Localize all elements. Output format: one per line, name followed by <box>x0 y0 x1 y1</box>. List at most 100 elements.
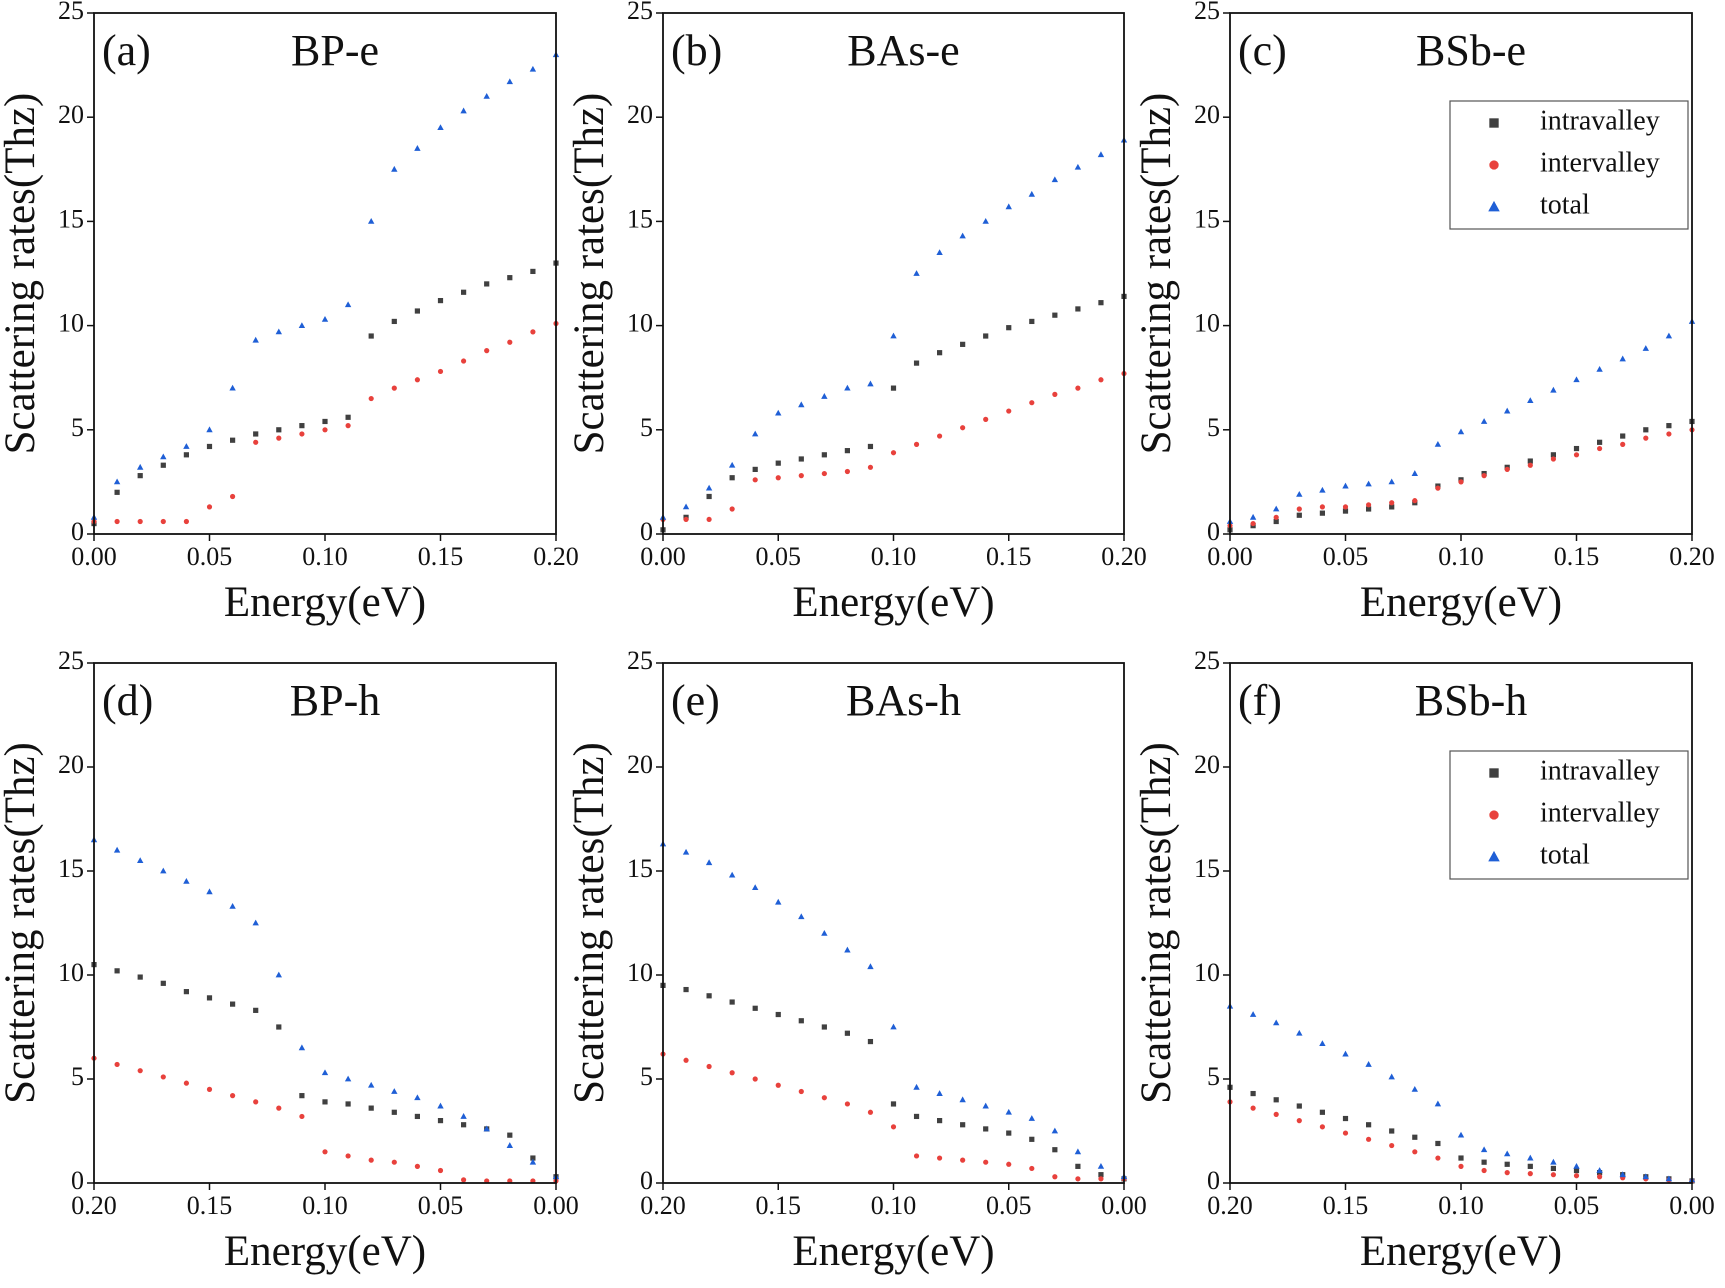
x-tick-label: 0.00 <box>71 542 117 571</box>
data-point <box>1366 506 1372 512</box>
data-point <box>114 968 120 974</box>
data-point <box>752 884 759 891</box>
data-point <box>1029 1136 1035 1142</box>
data-point <box>137 463 144 470</box>
data-point <box>1458 1155 1464 1161</box>
data-point <box>414 1113 420 1120</box>
data-point <box>137 857 144 863</box>
data-point <box>683 1057 689 1063</box>
data-point <box>160 867 167 874</box>
data-point <box>752 466 758 472</box>
data-point <box>821 930 828 936</box>
data-point <box>507 1132 513 1138</box>
data-point <box>253 1099 259 1105</box>
y-tick-label: 25 <box>627 646 653 675</box>
data-point <box>414 1094 421 1101</box>
data-point <box>844 1101 851 1107</box>
data-point <box>1389 1142 1395 1149</box>
data-point <box>706 516 712 523</box>
data-point <box>1435 1140 1441 1147</box>
y-axis-label: Scattering rates(Thz) <box>566 93 613 455</box>
data-point <box>959 232 966 239</box>
data-point <box>913 1083 920 1090</box>
data-point <box>890 450 897 456</box>
data-point <box>345 414 351 420</box>
data-point <box>1249 1011 1257 1017</box>
data-point <box>183 1080 189 1086</box>
y-tick-label: 0 <box>640 517 653 546</box>
data-point <box>253 431 259 437</box>
data-point <box>1411 1086 1418 1092</box>
panel-title: BSb-h <box>1415 676 1527 725</box>
data-point <box>437 1102 444 1109</box>
data-point <box>1074 1148 1082 1155</box>
data-point <box>1643 427 1649 433</box>
data-point <box>275 971 282 978</box>
data-point <box>1250 1105 1256 1111</box>
y-tick-label: 0 <box>71 517 84 546</box>
data-point <box>461 1177 467 1183</box>
x-tick-label: 0.20 <box>1207 1191 1253 1220</box>
data-point <box>1573 452 1580 458</box>
data-point <box>1273 1097 1279 1103</box>
legend-label: intervalley <box>1540 147 1660 178</box>
data-point <box>1550 1165 1556 1172</box>
data-point <box>1365 480 1372 487</box>
data-point <box>983 1126 989 1132</box>
data-point <box>821 1095 827 1101</box>
data-point <box>484 281 490 287</box>
data-point <box>137 974 143 980</box>
data-point <box>1051 176 1059 183</box>
y-tick-label: 10 <box>1194 958 1220 987</box>
panel-title: BAs-e <box>847 26 959 75</box>
data-point <box>1006 1130 1012 1136</box>
data-point <box>1527 1171 1533 1177</box>
data-point <box>1527 458 1533 464</box>
data-point <box>890 332 897 339</box>
data-point <box>484 348 490 354</box>
y-tick-label: 10 <box>58 309 84 338</box>
plot-frame <box>662 662 1125 1184</box>
data-point <box>322 427 328 433</box>
data-point <box>391 1159 397 1165</box>
data-point <box>1342 1050 1349 1057</box>
data-point <box>775 409 782 416</box>
data-point <box>252 919 259 926</box>
data-point <box>1457 428 1465 435</box>
y-tick-label: 20 <box>58 750 84 779</box>
x-tick-label: 0.10 <box>1438 542 1484 571</box>
data-point <box>1550 1158 1557 1165</box>
data-point <box>507 339 513 345</box>
data-point <box>775 1082 781 1088</box>
data-point <box>752 1076 758 1082</box>
data-point <box>1435 1155 1441 1161</box>
data-point <box>1319 486 1326 493</box>
data-point <box>1411 470 1418 476</box>
data-point <box>867 380 874 387</box>
data-point <box>1619 355 1626 362</box>
y-tick-label: 0 <box>71 1166 84 1195</box>
data-point <box>1666 431 1672 437</box>
data-point <box>1029 400 1035 406</box>
x-tick-label: 0.05 <box>1323 542 1369 571</box>
data-point <box>867 1038 874 1045</box>
data-point <box>1504 466 1510 472</box>
x-tick-label: 0.20 <box>1101 542 1147 571</box>
data-point <box>1550 386 1557 393</box>
data-point <box>114 489 120 495</box>
data-point <box>983 333 989 339</box>
x-tick-label: 0.00 <box>1207 542 1253 571</box>
data-point <box>345 423 351 429</box>
data-point <box>368 1105 374 1111</box>
y-tick-label: 25 <box>1194 0 1220 25</box>
data-point <box>276 435 282 441</box>
data-point <box>752 1005 758 1011</box>
x-axis-label: Energy(eV) <box>792 579 994 626</box>
data-point <box>1097 151 1105 158</box>
panel-label: (b) <box>671 26 722 75</box>
data-point <box>483 92 490 99</box>
data-point <box>844 946 851 953</box>
data-point <box>890 385 897 391</box>
data-point <box>114 518 120 525</box>
